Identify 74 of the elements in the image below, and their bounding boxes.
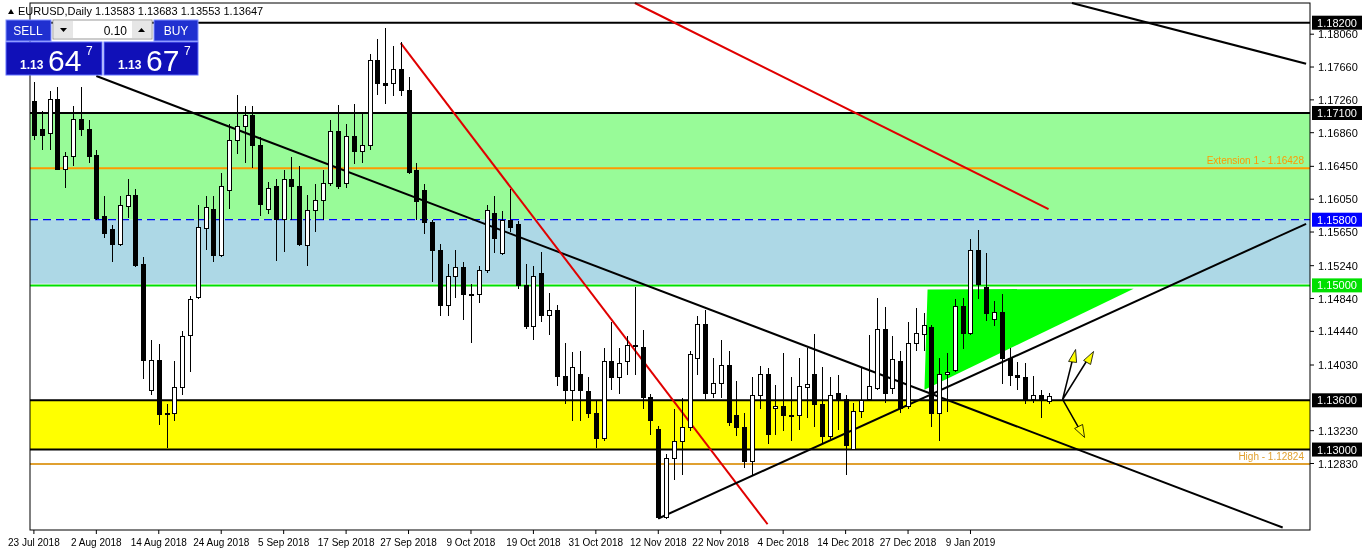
x-tick-label: 27 Sep 2018 — [380, 537, 438, 548]
x-tick-label: 19 Oct 2018 — [506, 537, 562, 548]
candlestick — [321, 169, 326, 221]
x-tick-label: 24 Aug 2018 — [193, 537, 250, 548]
ref-line-label: High - 1.12824 — [1238, 451, 1305, 462]
y-tick-label: 1.12830 — [1318, 457, 1358, 470]
ref-line-label: 1.15000 — [1317, 279, 1357, 292]
y-tick-label: 1.17660 — [1318, 61, 1358, 74]
candlestick — [609, 321, 614, 391]
y-tick-label: 1.18060 — [1318, 28, 1358, 41]
candlestick — [914, 307, 919, 352]
y-tick-label: 1.16450 — [1318, 160, 1358, 173]
candlestick — [453, 249, 458, 299]
candlestick — [547, 292, 552, 336]
ref-line-label: 1.13600 — [1317, 394, 1357, 407]
chart-title: EURUSD,Daily 1.13583 1.13683 1.13553 1.13647 — [18, 5, 264, 17]
x-tick-label: 27 Dec 2018 — [879, 537, 937, 548]
candlestick — [102, 195, 107, 239]
x-tick-label: 17 Sep 2018 — [317, 537, 375, 548]
x-tick-label: 14 Aug 2018 — [130, 537, 188, 548]
candlestick — [391, 45, 396, 97]
candlestick — [633, 286, 638, 376]
annotation: 7 — [184, 44, 191, 58]
candlestick — [625, 335, 630, 376]
candlestick — [992, 300, 997, 327]
x-tick-label: 5 Sep 2018 — [258, 537, 310, 548]
candlestick — [289, 156, 294, 221]
candlestick — [508, 188, 513, 233]
candlestick — [126, 178, 131, 219]
y-tick-label: 1.15650 — [1318, 226, 1358, 239]
x-tick-label: 14 Dec 2018 — [817, 537, 875, 548]
candlestick — [266, 181, 271, 215]
annotation: SELL — [13, 24, 43, 38]
x-tick-label: 2 Aug 2018 — [71, 537, 123, 548]
x-tick-label: 4 Dec 2018 — [757, 537, 810, 548]
candlestick — [1015, 361, 1020, 391]
candlestick — [204, 195, 209, 251]
y-tick-label: 1.14030 — [1318, 359, 1358, 371]
y-tick-label: 1.13230 — [1318, 424, 1358, 437]
x-tick-label: 31 Oct 2018 — [568, 537, 624, 548]
x-tick-label: 23 Jul 2018 — [8, 537, 61, 548]
candlestick — [383, 27, 388, 105]
y-tick-label: 1.16860 — [1318, 126, 1358, 139]
candlestick — [617, 347, 622, 395]
x-tick-label: 22 Nov 2018 — [692, 537, 750, 548]
candlestick — [922, 312, 927, 352]
ref-line-label: 1.17100 — [1317, 107, 1357, 119]
y-tick-label: 1.14440 — [1318, 325, 1358, 338]
candlestick — [469, 283, 474, 344]
candlestick — [375, 38, 380, 96]
x-tick-label: 9 Jan 2019 — [945, 537, 996, 548]
ref-line-label: 1.18200 — [1317, 16, 1357, 29]
ref-line-label: 1.13000 — [1317, 443, 1357, 456]
annotation: 7 — [86, 44, 93, 58]
candlestick — [63, 151, 68, 189]
annotation: 0.10 — [103, 24, 128, 38]
candlestick — [110, 224, 115, 263]
ref-line-label: Extension 1 - 1.16428 — [1206, 155, 1305, 167]
candlestick — [1008, 347, 1013, 387]
x-tick-label: 9 Oct 2018 — [446, 537, 496, 548]
y-tick-label: 1.14840 — [1318, 292, 1358, 305]
annotation: 67 — [146, 44, 180, 77]
candlestick — [399, 41, 404, 97]
y-tick-label: 1.17260 — [1318, 93, 1358, 106]
candlestick — [477, 265, 482, 304]
ref-line-label: 1.15800 — [1317, 213, 1357, 226]
annotation: BUY — [163, 24, 189, 38]
annotation: 1.13 — [20, 58, 44, 72]
y-tick-label: 1.16050 — [1318, 193, 1358, 206]
x-tick-label: 12 Nov 2018 — [629, 537, 688, 548]
annotation: 64 — [48, 44, 82, 77]
candlestick — [313, 183, 318, 233]
y-tick-label: 1.15240 — [1318, 259, 1358, 272]
annotation: 1.13 — [118, 58, 142, 72]
